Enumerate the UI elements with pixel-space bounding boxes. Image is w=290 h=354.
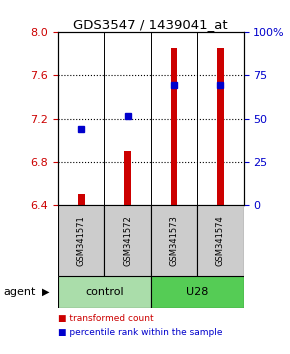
Text: GSM341571: GSM341571 [77,215,86,266]
Bar [104,205,151,276]
Text: agent: agent [3,287,35,297]
Text: GSM341573: GSM341573 [169,215,179,266]
Text: GSM341572: GSM341572 [123,215,132,266]
Bar [151,276,244,308]
Bar [78,194,85,205]
Text: GSM341574: GSM341574 [216,215,225,266]
Text: ▶: ▶ [42,287,50,297]
Text: ■ transformed count: ■ transformed count [58,314,154,323]
Bar [58,276,151,308]
Bar [171,48,177,205]
Text: ■ percentile rank within the sample: ■ percentile rank within the sample [58,328,222,337]
Bar [151,205,197,276]
Text: U28: U28 [186,287,209,297]
Title: GDS3547 / 1439041_at: GDS3547 / 1439041_at [73,18,228,31]
Bar [58,205,104,276]
Bar [217,48,224,205]
Text: control: control [85,287,124,297]
Bar [124,151,131,205]
Bar [197,205,244,276]
